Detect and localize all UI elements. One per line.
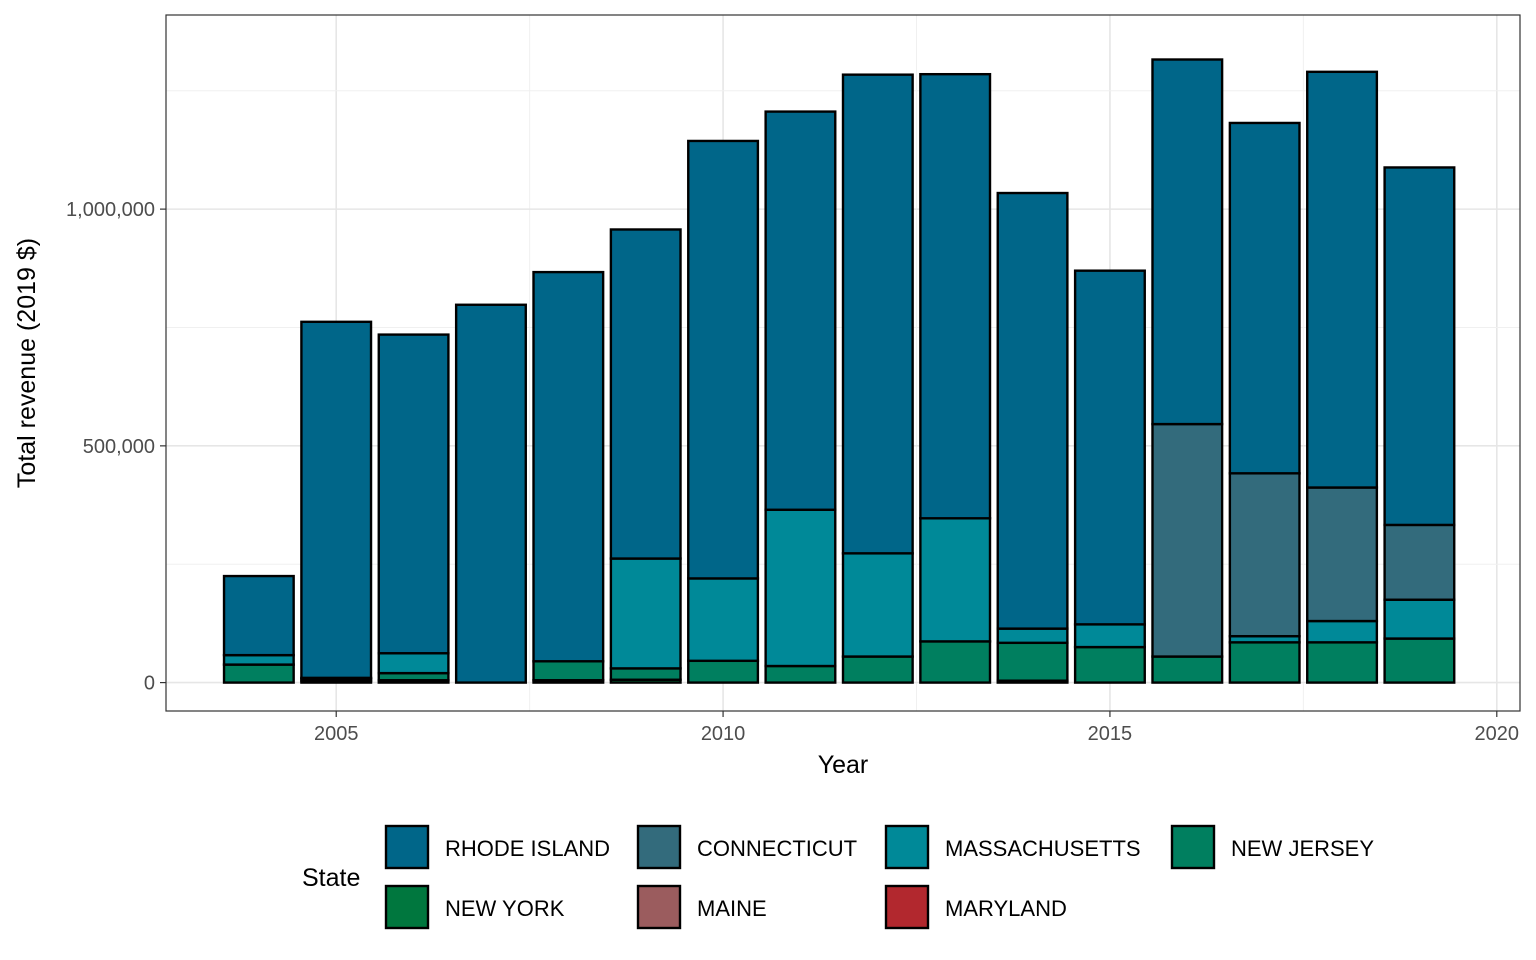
bar-segment [1073, 269, 1146, 626]
bar-segment [532, 270, 605, 663]
x-tick-label: 2020 [1475, 723, 1520, 745]
legend-label: CONNECTICUT [697, 836, 857, 861]
bar-segment [996, 641, 1069, 682]
y-tick-label: 0 [144, 673, 155, 695]
bar-segment [1151, 422, 1224, 658]
bar-segment [841, 73, 914, 555]
legend-key [636, 884, 682, 930]
bar-segment [1151, 58, 1224, 426]
bar-segment [1306, 486, 1379, 623]
y-tick-label: 1,000,000 [66, 199, 155, 221]
bar-segment [1383, 598, 1456, 640]
bar-segment [377, 652, 450, 675]
bar-segment [1306, 619, 1379, 644]
legend-key [384, 824, 430, 870]
legend-key [1170, 824, 1216, 870]
bar-segment [764, 664, 837, 684]
bar-segment [687, 659, 760, 684]
bar-segment [1383, 166, 1456, 527]
bar-segment [454, 303, 527, 684]
bar-segment [532, 660, 605, 682]
bar-segment [687, 139, 760, 580]
bar-segment [222, 653, 295, 666]
legend-label: MAINE [697, 896, 767, 921]
bar-segment [1073, 623, 1146, 649]
bar-segment [1383, 523, 1456, 601]
bar-segment [764, 110, 837, 511]
y-tick-label: 500,000 [83, 436, 155, 458]
bar-segment [1228, 121, 1301, 475]
legend-key [884, 884, 930, 930]
bar-segment [764, 508, 837, 668]
bar-segment [919, 517, 992, 643]
bar-segment [841, 655, 914, 684]
bar-segment [609, 228, 682, 560]
legend-key [636, 824, 682, 870]
bar-segment [377, 333, 450, 655]
bar-segment [1306, 70, 1379, 489]
bar-segment [996, 627, 1069, 645]
legend-label: MASSACHUSETTS [945, 836, 1141, 861]
bar-segment [841, 552, 914, 658]
bar-segment [609, 667, 682, 681]
x-tick-label: 2005 [314, 723, 359, 745]
y-axis: 0 500,000 1,000,000 [66, 199, 166, 695]
bar-segment [1306, 641, 1379, 684]
x-tick-label: 2015 [1088, 723, 1133, 745]
x-tick-label: 2010 [701, 723, 746, 745]
bar-segment [609, 557, 682, 670]
bar-segment [919, 72, 992, 520]
x-axis: 2005 2010 2015 2020 [314, 711, 1519, 745]
bar-segment [919, 640, 992, 684]
bar-segment [300, 320, 373, 680]
legend: State RHODE ISLAND CONNECTICUT MASSACHUSET… [302, 824, 1374, 930]
legend-title: State [302, 864, 360, 892]
bar-segment [1151, 655, 1224, 684]
bar-segment [1073, 645, 1146, 684]
bar-segment [1228, 472, 1301, 638]
legend-label: NEW JERSEY [1231, 836, 1374, 861]
legend-label: RHODE ISLAND [445, 836, 610, 861]
bar-segment [1228, 641, 1301, 684]
bar-segment [222, 663, 295, 684]
legend-label: MARYLAND [945, 896, 1067, 921]
legend-label: NEW YORK [445, 896, 565, 921]
bar-segment [222, 574, 295, 657]
bars [222, 58, 1456, 684]
bar-segment [1383, 637, 1456, 684]
y-axis-title: Total revenue (2019 $) [13, 238, 41, 488]
bar-segment [996, 191, 1069, 630]
legend-key [384, 884, 430, 930]
legend-key [884, 824, 930, 870]
panel-border [165, 14, 1521, 712]
x-axis-title: Year [818, 751, 869, 779]
bar-segment [687, 577, 760, 663]
